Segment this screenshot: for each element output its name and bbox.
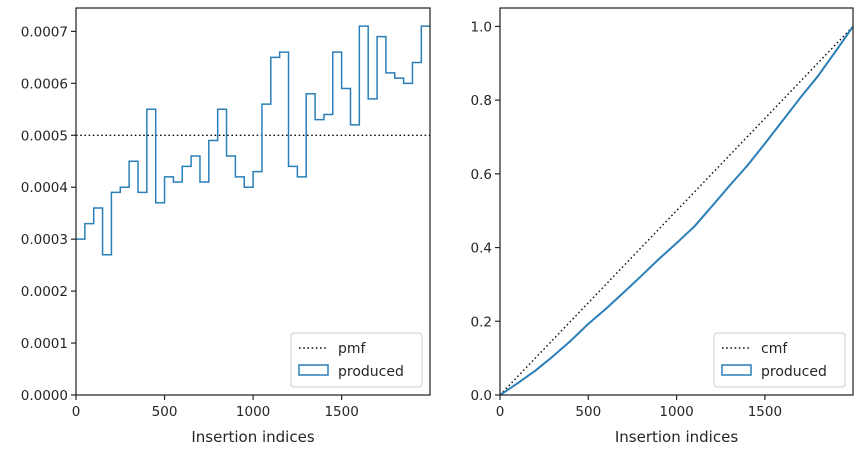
produced-bin	[200, 181, 209, 183]
produced-bin	[120, 186, 129, 188]
produced-bin	[395, 77, 404, 79]
produced-bin	[359, 25, 368, 27]
produced-legend-patch	[721, 364, 752, 376]
produced-bin	[235, 176, 244, 178]
produced-legend-label: produced	[761, 364, 827, 380]
left-legend: pmf produced	[290, 332, 423, 388]
produced-bin	[324, 113, 333, 115]
produced-bin	[253, 171, 262, 173]
produced-bin	[76, 238, 85, 240]
produced-bin	[333, 51, 342, 53]
left-x-ticks: 0 500 1000 1500	[72, 395, 359, 420]
y-tick-label: 0.0004	[21, 180, 68, 196]
produced-bin	[412, 62, 421, 64]
cmf-panel: 0 500 1000 1500 0.0 0.2 0.4 0.6 0.8 1.0 Insertio…	[471, 7, 854, 446]
produced-bin	[94, 207, 103, 209]
produced-bin	[218, 108, 227, 110]
produced-bin	[289, 165, 298, 167]
right-y-ticks: 0.0 0.2 0.4 0.6 0.8 1.0	[471, 19, 500, 404]
left-legend-box	[290, 332, 423, 388]
produced-bin	[421, 25, 430, 27]
produced-bin	[173, 181, 182, 183]
y-tick-label: 0.2	[471, 314, 492, 330]
produced-bin	[244, 186, 253, 188]
y-tick-label: 1.0	[471, 19, 492, 35]
left-y-ticks: 0.0000 0.0001 0.0002 0.0003 0.0004 0.0005 0.00…	[21, 24, 76, 404]
right-x-axis-label: Insertion indices	[615, 428, 738, 446]
cmf-reference-layer	[499, 25, 854, 396]
right-legend: cmf produced	[713, 332, 846, 388]
y-tick-label: 0.0	[471, 388, 492, 404]
x-tick-label: 0	[72, 404, 81, 420]
pmf-legend-label: pmf	[338, 341, 367, 357]
produced-legend-patch	[298, 364, 329, 376]
produced-series-layer	[76, 25, 430, 256]
x-tick-label: 1000	[659, 404, 693, 420]
produced-bin	[404, 82, 413, 84]
produced-bin	[280, 51, 289, 53]
produced-bin	[350, 124, 359, 126]
y-tick-label: 0.8	[471, 93, 492, 109]
y-tick-label: 0.0006	[21, 76, 68, 92]
left-x-axis-label: Insertion indices	[191, 428, 314, 446]
x-tick-label: 500	[152, 404, 178, 420]
y-tick-label: 0.0000	[21, 388, 68, 404]
x-tick-label: 1500	[324, 404, 358, 420]
cmf-legend-label: cmf	[761, 341, 788, 357]
x-tick-label: 500	[575, 404, 601, 420]
x-tick-label: 1500	[748, 404, 782, 420]
produced-legend-label: produced	[338, 364, 404, 380]
y-tick-label: 0.0003	[21, 232, 68, 248]
y-tick-label: 0.0007	[21, 24, 68, 40]
produced-step-line	[76, 25, 430, 256]
produced-cumulative-line	[499, 25, 854, 396]
y-tick-label: 0.6	[471, 167, 492, 183]
produced-bin	[306, 93, 315, 95]
produced-bin	[85, 223, 94, 225]
produced-bin	[377, 36, 386, 38]
produced-bin	[262, 103, 271, 105]
y-tick-label: 0.4	[471, 241, 492, 257]
y-tick-label: 0.0001	[21, 336, 68, 352]
y-tick-label: 0.0002	[21, 284, 68, 300]
produced-cumulative-layer	[499, 25, 854, 396]
produced-bin	[138, 191, 147, 193]
produced-bin	[297, 176, 306, 178]
produced-bin	[156, 202, 165, 204]
produced-bin	[315, 119, 324, 121]
produced-bin	[111, 191, 120, 193]
x-tick-label: 0	[496, 404, 505, 420]
produced-bin	[271, 56, 280, 58]
produced-bin	[191, 155, 200, 157]
produced-bin	[103, 254, 112, 256]
produced-bin	[147, 108, 156, 110]
produced-bin	[342, 88, 351, 90]
y-tick-label: 0.0005	[21, 128, 68, 144]
produced-bin	[129, 160, 138, 162]
right-x-ticks: 0 500 1000 1500	[496, 395, 782, 420]
produced-bin	[182, 165, 191, 167]
x-tick-label: 1000	[236, 404, 270, 420]
produced-bin	[227, 155, 236, 157]
right-legend-box	[713, 332, 846, 388]
produced-bin	[368, 98, 377, 100]
cmf-reference-line	[499, 25, 854, 396]
produced-bin	[386, 72, 395, 74]
produced-bin	[165, 176, 174, 178]
produced-bin	[209, 139, 218, 141]
pmf-histogram-panel: 0 500 1000 1500 0.00000.00010.00020.00030.0…	[21, 7, 431, 446]
